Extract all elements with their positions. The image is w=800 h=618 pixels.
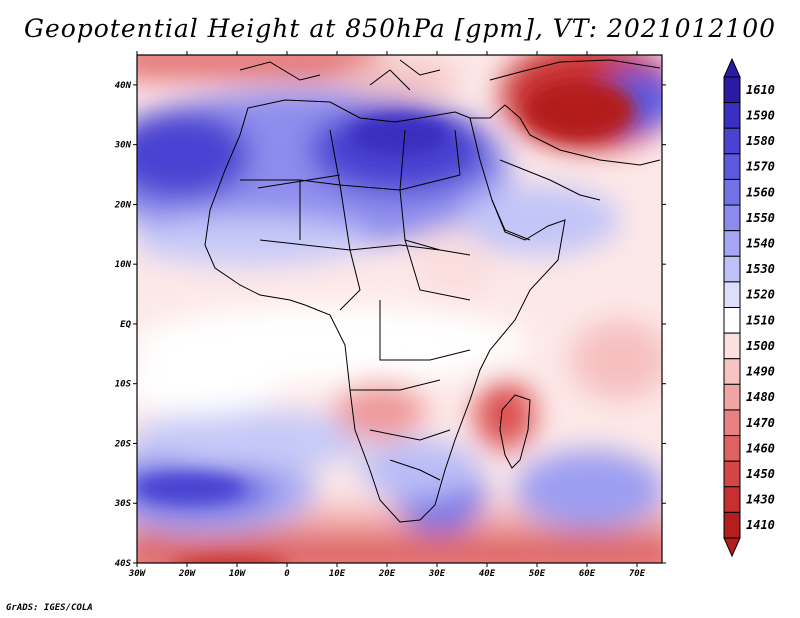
colorbar-label: 1550 bbox=[746, 211, 775, 225]
lon-tick-label: 70E bbox=[629, 569, 646, 579]
colorbar-swatch bbox=[723, 383, 741, 411]
colorbar-label: 1610 bbox=[746, 83, 775, 97]
colorbar-swatch bbox=[723, 127, 741, 155]
colorbar-label: 1480 bbox=[746, 390, 775, 404]
colorbar-swatch bbox=[723, 460, 741, 488]
colorbar-label: 1470 bbox=[746, 416, 775, 430]
colorbar-swatch bbox=[723, 358, 741, 385]
lon-tick-label: 10W bbox=[229, 569, 247, 579]
map-title: Geopotential Height at 850hPa [gpm], VT:… bbox=[23, 14, 777, 43]
colorbar-label: 1410 bbox=[746, 518, 775, 532]
colorbar-swatch bbox=[723, 409, 741, 437]
colorbar: 1610 1590 1580 1570 1560 1550 1540 1530 1520 1510… bbox=[723, 57, 775, 558]
geopotential-field bbox=[137, 55, 662, 563]
lat-tick-label: 10N bbox=[115, 260, 132, 270]
colorbar-bottom-arrow bbox=[723, 537, 741, 558]
colorbar-swatch bbox=[723, 178, 741, 206]
colorbar-swatch bbox=[723, 153, 741, 180]
lon-tick-label: 60E bbox=[579, 569, 596, 579]
colorbar-swatch bbox=[723, 204, 741, 232]
lat-tick-label: 30N bbox=[114, 141, 132, 151]
colorbar-swatch bbox=[723, 332, 741, 360]
colorbar-label: 1460 bbox=[746, 441, 775, 455]
colorbar-swatch bbox=[723, 486, 741, 513]
lon-tick-label: 50E bbox=[529, 569, 546, 579]
lat-tick-label: 20N bbox=[114, 200, 132, 210]
colorbar-label: 1570 bbox=[746, 160, 775, 174]
lat-tick-label: 40N bbox=[115, 81, 132, 91]
colorbar-swatch bbox=[723, 435, 741, 462]
lat-tick-label: 40S bbox=[115, 559, 132, 569]
colorbar-swatch bbox=[723, 307, 741, 334]
colorbar-label: 1580 bbox=[746, 134, 775, 148]
map-frame bbox=[136, 54, 663, 564]
colorbar-label: 1520 bbox=[746, 288, 775, 302]
lon-tick-label: 10E bbox=[329, 569, 346, 579]
lon-tick-label: 40E bbox=[479, 569, 496, 579]
colorbar-label: 1530 bbox=[746, 262, 775, 276]
colorbar-swatch bbox=[723, 281, 741, 308]
lon-tick-label: 20E bbox=[378, 569, 396, 579]
colorbar-label: 1540 bbox=[746, 236, 775, 250]
lat-tick-label: 10S bbox=[115, 380, 132, 390]
colorbar-label: 1510 bbox=[746, 313, 775, 327]
lon-tick-label: 30W bbox=[128, 569, 147, 579]
lon-tick-label: 30E bbox=[428, 569, 446, 579]
colorbar-swatch bbox=[723, 76, 741, 104]
lon-tick-label: 0 bbox=[284, 569, 290, 579]
colorbar-top-arrow bbox=[723, 57, 741, 78]
colorbar-label: 1560 bbox=[746, 185, 775, 199]
colorbar-label: 1430 bbox=[746, 493, 775, 507]
lat-tick-label: 30S bbox=[114, 499, 132, 509]
colorbar-label: 1500 bbox=[746, 339, 775, 353]
colorbar-swatch bbox=[723, 255, 741, 283]
colorbar-swatch bbox=[723, 102, 741, 129]
coastlines bbox=[204, 59, 661, 523]
footer-credit: GrADS: IGES/COLA bbox=[6, 603, 93, 613]
lon-tick-label: 20W bbox=[178, 569, 197, 579]
axis-ticks: 30W 20W 10W 0 10E 20E 30E 40E 50E 60E 70E 40N 30N 20N… bbox=[114, 51, 666, 579]
colorbar-swatch bbox=[723, 230, 741, 257]
colorbar-label: 1590 bbox=[746, 108, 775, 122]
colorbar-label: 1490 bbox=[746, 365, 775, 379]
colorbar-swatch bbox=[723, 511, 741, 539]
lat-tick-label: 20S bbox=[114, 439, 132, 449]
colorbar-label: 1450 bbox=[746, 467, 775, 481]
lat-tick-label: EQ bbox=[120, 320, 131, 330]
